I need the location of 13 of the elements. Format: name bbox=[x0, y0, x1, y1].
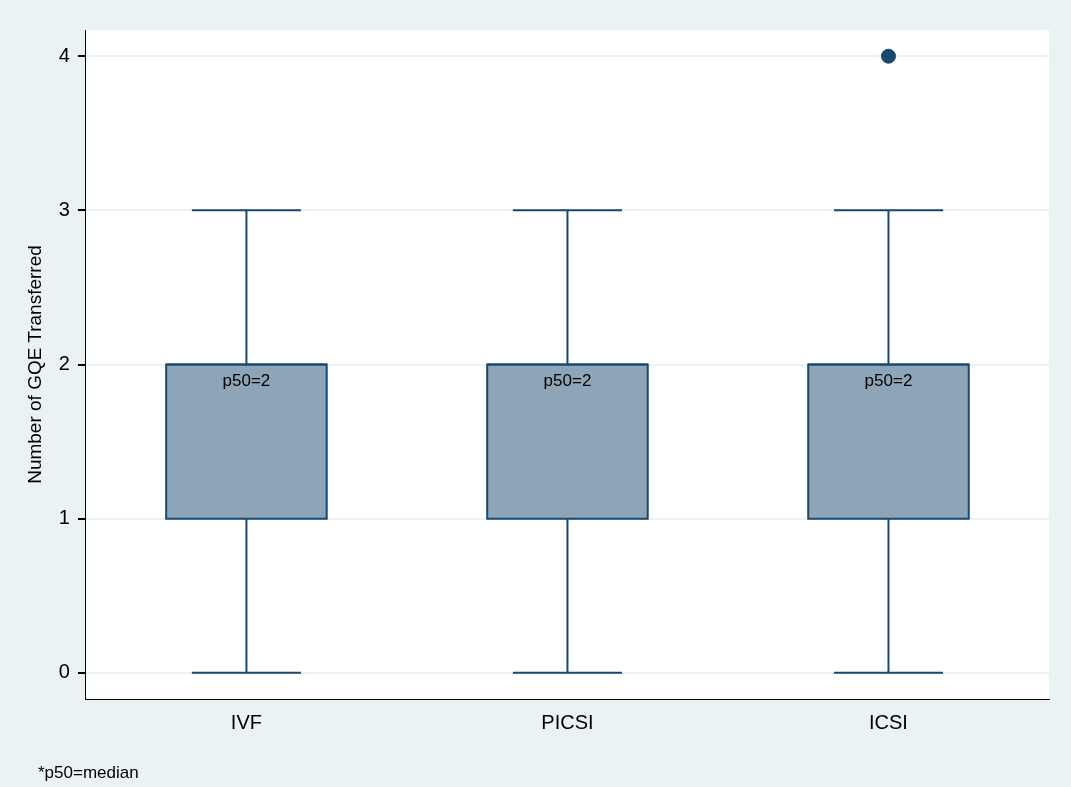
x-tick-label: IVF bbox=[230, 710, 262, 733]
y-tick-label: 1 bbox=[58, 506, 70, 529]
text: *p50=median bbox=[38, 763, 139, 783]
annotation: p50=2 bbox=[543, 370, 592, 390]
y-tick-label: 2 bbox=[58, 352, 70, 375]
y-tick-label: 0 bbox=[58, 660, 70, 683]
x-tick-label: ICSI bbox=[869, 710, 908, 733]
x-tick-label: PICSI bbox=[541, 710, 594, 733]
y-tick-label: 3 bbox=[58, 197, 70, 220]
y-tick-label: 4 bbox=[58, 43, 70, 66]
annotation: p50=2 bbox=[222, 370, 271, 390]
y-axis-title: Number of GQE Transferred bbox=[23, 245, 45, 484]
annotation: p50=2 bbox=[864, 370, 913, 390]
